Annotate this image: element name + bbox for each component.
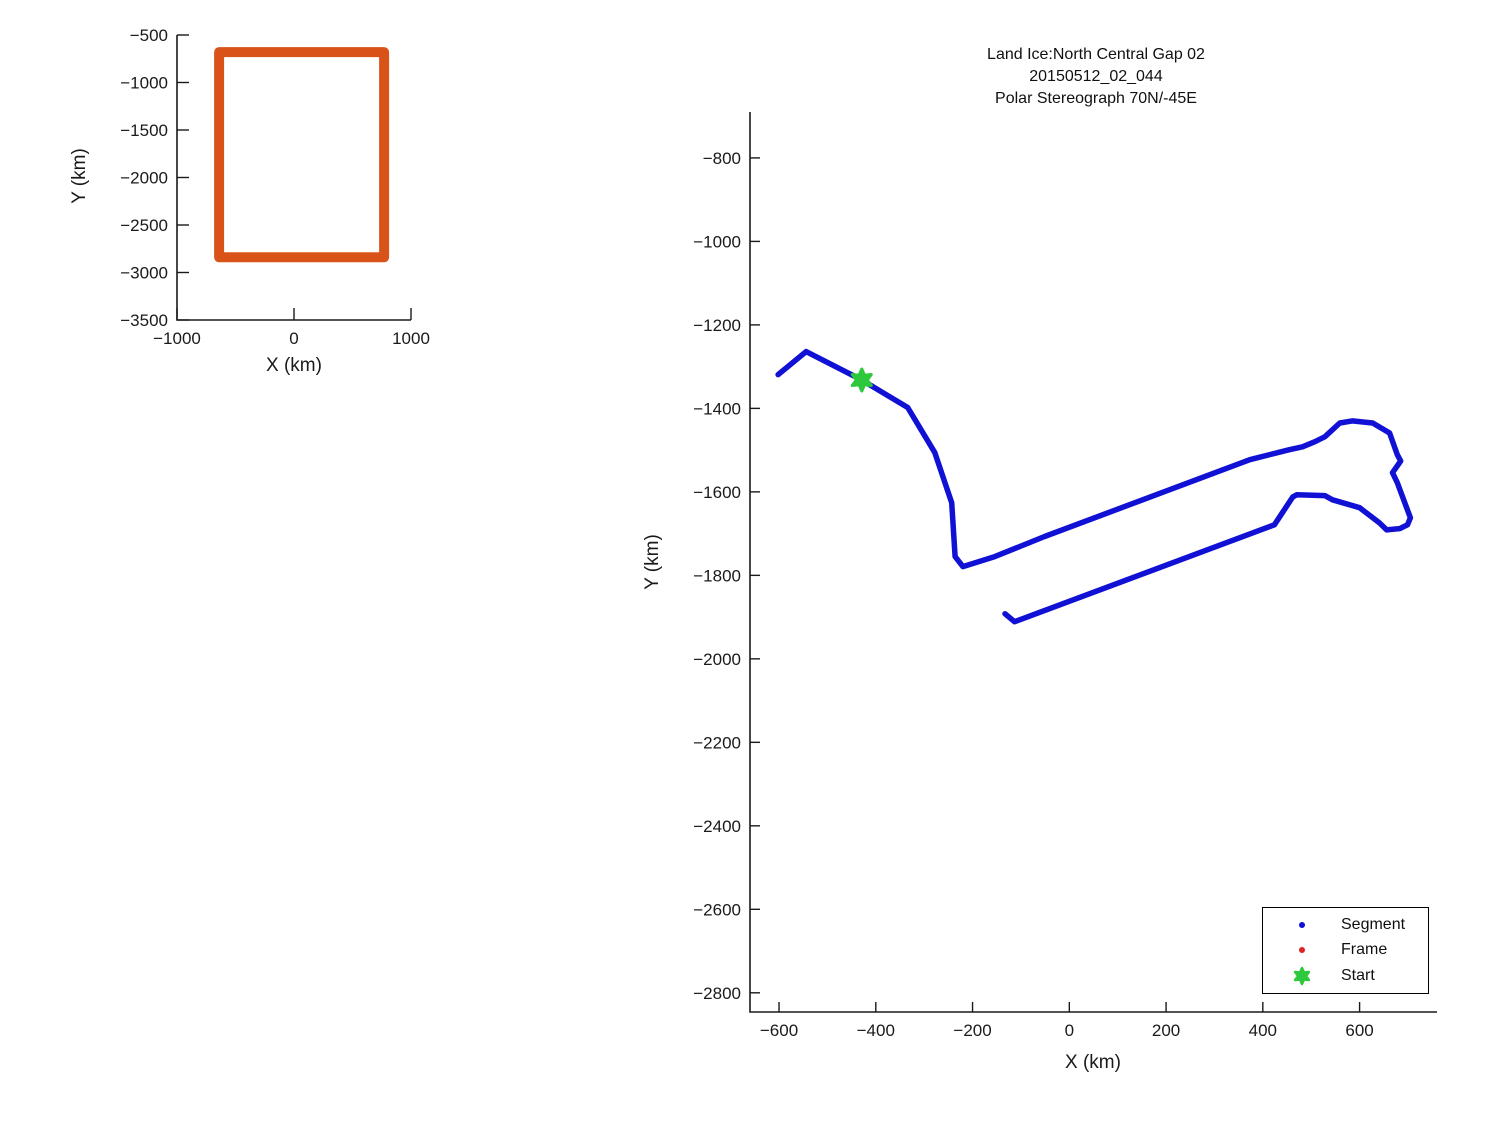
overview-x-tick-label: −1000 bbox=[153, 329, 201, 348]
main-x-tick-label: −200 bbox=[953, 1021, 991, 1040]
main-y-tick-label: −2000 bbox=[693, 650, 741, 669]
title-line-1: Land Ice:North Central Gap 02 bbox=[987, 46, 1205, 63]
main-x-tick-label: 400 bbox=[1249, 1021, 1277, 1040]
legend-label-frame: Frame bbox=[1341, 941, 1388, 959]
segment-track-path bbox=[775, 348, 1414, 625]
main-y-tick-label: −1200 bbox=[693, 316, 741, 335]
overview-x-tick-label: 0 bbox=[289, 329, 298, 348]
dot-glyph bbox=[1299, 947, 1305, 954]
overview-y-tick-label: −3500 bbox=[120, 311, 168, 330]
legend-hexagram bbox=[1293, 966, 1311, 986]
main-plot: −600 −400 −200 0 200 400 600−800−1000−1200−140… bbox=[642, 112, 1437, 1073]
title-line-2: 20150512_02_044 bbox=[1029, 68, 1163, 85]
main-y-tick-label: −1000 bbox=[693, 232, 741, 251]
overview-y-tick-label: −3000 bbox=[120, 264, 168, 283]
legend-item-frame: Frame bbox=[1263, 938, 1428, 963]
main-x-tick-label: 200 bbox=[1152, 1021, 1180, 1040]
main-plot-title: Land Ice:North Central Gap 02 20150512_0… bbox=[796, 44, 1396, 110]
hexagram-glyph bbox=[1293, 966, 1311, 986]
overview-y-tick-label: −500 bbox=[130, 26, 168, 45]
frame-dot-icon bbox=[1263, 940, 1341, 960]
legend-label-segment: Segment bbox=[1341, 915, 1406, 933]
overview-y-tick-label: −1000 bbox=[120, 74, 168, 93]
overview-y-tick-label: −2000 bbox=[120, 169, 168, 188]
overview-x-tick-label: 1000 bbox=[392, 329, 430, 348]
main-x-tick-label: −400 bbox=[857, 1021, 895, 1040]
legend-dot bbox=[1299, 921, 1305, 928]
overview-y-tick-label: −1500 bbox=[120, 121, 168, 140]
main-y-tick-label: −2800 bbox=[693, 984, 741, 1003]
main-y-tick-label: −2200 bbox=[693, 733, 741, 752]
legend: Segment Frame Start bbox=[1262, 907, 1429, 994]
main-x-tick-label: −600 bbox=[760, 1021, 798, 1040]
start-hexagram-icon bbox=[1263, 966, 1341, 986]
overview-plot: −1000 0 1000 −500 −1000 −1500 −2000 −2500 −3000 −… bbox=[69, 26, 430, 376]
overview-axis bbox=[176, 35, 411, 321]
start-marker bbox=[850, 367, 873, 393]
main-xlabel: X (km) bbox=[1065, 1052, 1121, 1073]
main-ylabel: Y (km) bbox=[642, 534, 663, 590]
main-axis bbox=[749, 112, 1437, 1013]
segment-dot-icon bbox=[1263, 915, 1341, 935]
main-y-tick-label: −1800 bbox=[693, 566, 741, 585]
main-y-tick-label: −2400 bbox=[693, 817, 741, 836]
overview-ylabel: Y (km) bbox=[69, 148, 90, 204]
coverage-outline-path bbox=[214, 47, 390, 263]
overview-y-tick-label: −2500 bbox=[120, 216, 168, 235]
main-y-tick-label: −1400 bbox=[693, 399, 741, 418]
main-x-tick-label: 0 bbox=[1065, 1021, 1074, 1040]
legend-item-segment: Segment bbox=[1263, 912, 1428, 937]
main-y-tick-label: −800 bbox=[703, 149, 741, 168]
main-x-tick-label: 600 bbox=[1345, 1021, 1373, 1040]
dot-glyph bbox=[1299, 921, 1305, 928]
overview-xlabel: X (km) bbox=[266, 355, 322, 376]
legend-item-start: Start bbox=[1263, 964, 1428, 989]
main-y-tick-label: −1600 bbox=[693, 483, 741, 502]
title-line-3: Polar Stereograph 70N/-45E bbox=[995, 90, 1197, 107]
main-y-tick-label: −2600 bbox=[693, 900, 741, 919]
legend-label-start: Start bbox=[1341, 967, 1375, 985]
legend-dot bbox=[1299, 947, 1305, 954]
